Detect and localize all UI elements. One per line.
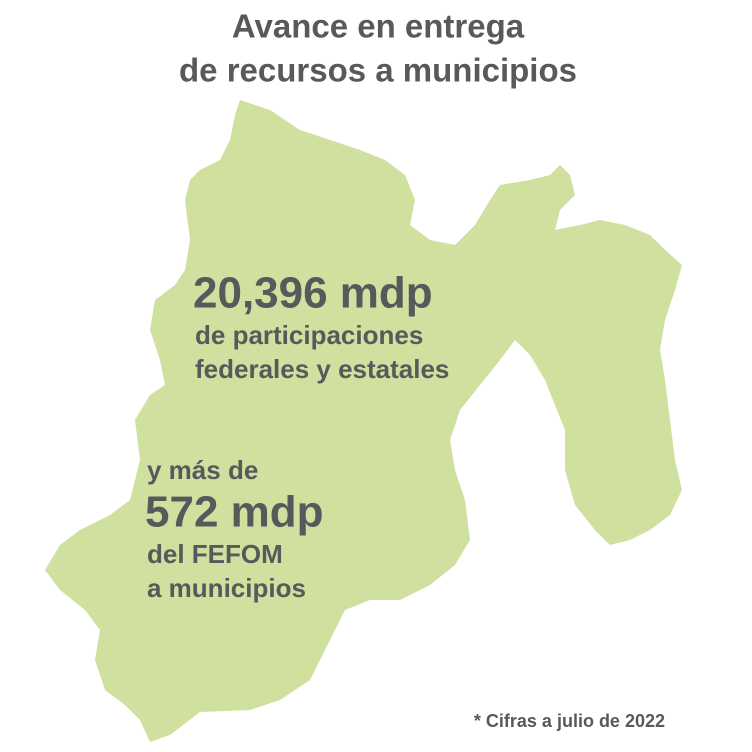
description: de participaciones — [195, 320, 423, 350]
description: y más de — [147, 455, 258, 485]
amount: 20,396 mdp — [193, 269, 433, 318]
title-line: de recursos a municipios — [179, 52, 577, 89]
description: federales y estatales — [195, 354, 449, 384]
state-map — [45, 100, 682, 742]
description: del FEFOM — [147, 539, 283, 569]
amount: 572 mdp — [145, 488, 324, 537]
title-line: Avance en entrega — [232, 8, 525, 45]
description: a municipios — [147, 573, 306, 603]
footnote: * Cifras a julio de 2022 — [474, 711, 665, 731]
